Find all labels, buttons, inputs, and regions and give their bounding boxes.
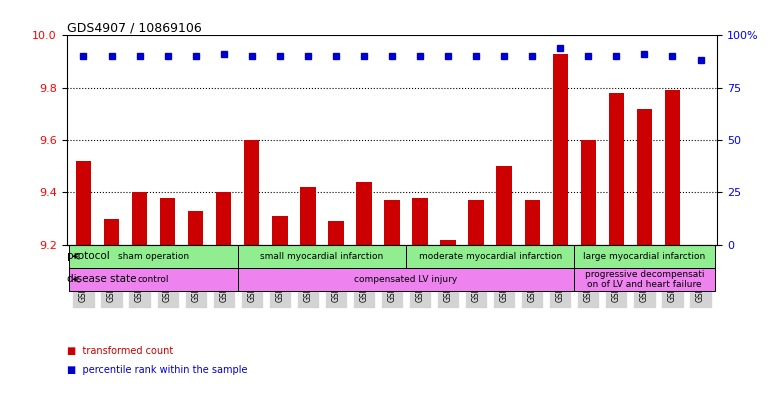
Bar [188, 211, 203, 245]
Bar [238, 268, 575, 291]
Bar [216, 193, 231, 245]
Bar [238, 245, 406, 268]
Bar [70, 245, 238, 268]
Bar [356, 182, 372, 245]
Bar [406, 245, 575, 268]
Text: ■  percentile rank within the sample: ■ percentile rank within the sample [67, 365, 247, 375]
Bar [637, 108, 652, 245]
Bar [608, 93, 624, 245]
Text: sham operation: sham operation [118, 252, 189, 261]
Text: compensated LV injury: compensated LV injury [354, 275, 458, 284]
Bar [575, 268, 714, 291]
Bar [412, 198, 428, 245]
Bar [300, 187, 316, 245]
Bar [468, 200, 484, 245]
Bar [524, 200, 540, 245]
Bar [553, 54, 568, 245]
Text: large myocardial infarction: large myocardial infarction [583, 252, 706, 261]
Bar [244, 140, 260, 245]
Text: ■  transformed count: ■ transformed count [67, 346, 173, 356]
Text: GDS4907 / 10869106: GDS4907 / 10869106 [67, 21, 201, 34]
Bar [665, 90, 681, 245]
Text: protocol: protocol [67, 251, 110, 261]
Bar [76, 161, 91, 245]
Bar [70, 268, 238, 291]
Bar [384, 200, 400, 245]
Text: small myocardial infarction: small myocardial infarction [260, 252, 383, 261]
Bar [328, 221, 343, 245]
Bar [441, 239, 456, 245]
Bar [496, 166, 512, 245]
Text: progressive decompensati
on of LV and heart failure: progressive decompensati on of LV and he… [585, 270, 704, 289]
Text: disease state: disease state [67, 274, 136, 284]
Bar [575, 245, 714, 268]
Bar [272, 216, 288, 245]
Bar [581, 140, 596, 245]
Bar [103, 219, 119, 245]
Text: control: control [138, 275, 169, 284]
Bar [160, 198, 176, 245]
Text: moderate myocardial infarction: moderate myocardial infarction [419, 252, 562, 261]
Bar [132, 193, 147, 245]
